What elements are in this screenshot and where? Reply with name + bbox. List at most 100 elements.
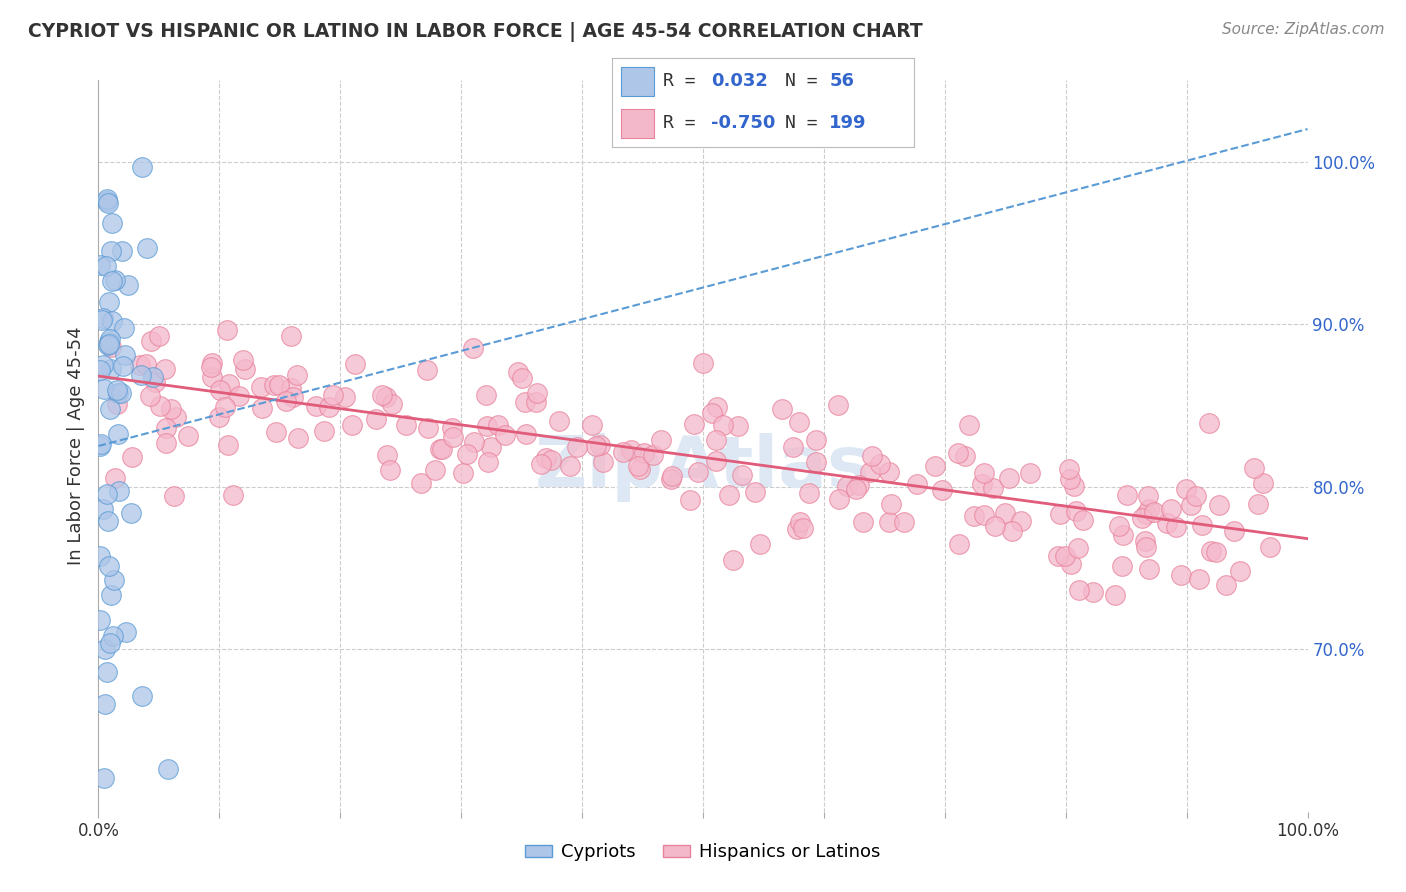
Point bbox=[131, 690, 153, 704]
Text: -0.750: -0.750 bbox=[711, 114, 776, 132]
Point bbox=[200, 359, 222, 374]
Point bbox=[948, 537, 970, 551]
Point bbox=[232, 353, 254, 368]
Point bbox=[893, 516, 915, 530]
Point bbox=[142, 369, 165, 384]
Point bbox=[285, 368, 308, 382]
Point bbox=[371, 388, 394, 402]
Point bbox=[104, 471, 127, 485]
Point bbox=[153, 362, 176, 376]
Point bbox=[97, 514, 120, 528]
Point bbox=[98, 558, 121, 573]
Point bbox=[804, 434, 827, 448]
Point bbox=[375, 448, 398, 462]
Point bbox=[727, 419, 749, 434]
Point bbox=[1215, 578, 1237, 592]
Text: ZipAtlas: ZipAtlas bbox=[536, 434, 870, 502]
Point bbox=[1130, 511, 1153, 525]
Point bbox=[744, 485, 766, 500]
Point bbox=[250, 380, 273, 394]
Point bbox=[91, 358, 114, 372]
Point bbox=[1191, 517, 1213, 532]
Point bbox=[973, 466, 995, 480]
Point bbox=[1049, 507, 1071, 521]
Point bbox=[946, 446, 969, 460]
Point bbox=[100, 362, 122, 376]
Point bbox=[540, 453, 562, 467]
Point bbox=[931, 483, 953, 497]
Point bbox=[845, 482, 868, 496]
Point bbox=[274, 394, 297, 409]
Point bbox=[859, 465, 882, 479]
Point bbox=[143, 376, 166, 390]
Point bbox=[96, 665, 118, 679]
Point bbox=[880, 497, 903, 511]
Point bbox=[585, 439, 607, 453]
Point bbox=[91, 502, 114, 516]
FancyBboxPatch shape bbox=[620, 109, 654, 138]
Point bbox=[322, 388, 344, 402]
Text: R =: R = bbox=[664, 114, 706, 132]
Point bbox=[93, 771, 115, 785]
Point bbox=[789, 415, 811, 429]
Point bbox=[973, 508, 995, 523]
Point bbox=[479, 440, 502, 454]
Point bbox=[827, 398, 849, 412]
Point bbox=[957, 418, 980, 433]
Point bbox=[804, 455, 827, 469]
Point bbox=[207, 409, 229, 424]
Text: N =: N = bbox=[786, 72, 830, 90]
Point bbox=[515, 394, 537, 409]
Point bbox=[305, 400, 328, 414]
Point bbox=[364, 411, 387, 425]
Point bbox=[589, 438, 612, 452]
Point bbox=[924, 458, 946, 473]
Point bbox=[1135, 508, 1157, 522]
Point bbox=[1069, 583, 1091, 598]
Point bbox=[263, 377, 285, 392]
Point bbox=[312, 424, 335, 438]
Point bbox=[515, 427, 537, 442]
Point bbox=[96, 192, 118, 206]
Point bbox=[105, 397, 128, 411]
Point bbox=[117, 277, 139, 292]
Point bbox=[1198, 416, 1220, 430]
Point bbox=[641, 448, 664, 462]
Point bbox=[477, 455, 499, 469]
Point bbox=[222, 488, 245, 502]
Point bbox=[877, 515, 900, 529]
Point bbox=[441, 430, 464, 444]
Point bbox=[1071, 512, 1094, 526]
Point bbox=[165, 410, 187, 425]
Point bbox=[135, 357, 157, 371]
Point bbox=[508, 366, 530, 380]
Point bbox=[155, 436, 177, 450]
Point bbox=[837, 479, 859, 493]
Point bbox=[711, 418, 734, 433]
Point bbox=[156, 762, 179, 776]
Point bbox=[620, 443, 643, 458]
Point bbox=[416, 363, 439, 377]
Point bbox=[103, 573, 125, 587]
Point bbox=[344, 357, 367, 371]
Point bbox=[97, 337, 120, 351]
Point bbox=[706, 400, 728, 414]
Point bbox=[994, 506, 1017, 520]
Point bbox=[416, 421, 439, 435]
Point bbox=[215, 323, 238, 337]
Point bbox=[318, 400, 340, 414]
Point bbox=[1053, 549, 1076, 563]
Point bbox=[1010, 514, 1032, 528]
Point bbox=[953, 449, 976, 463]
Point bbox=[463, 342, 485, 356]
Point bbox=[1111, 559, 1133, 574]
Text: 56: 56 bbox=[830, 72, 855, 90]
Point bbox=[104, 272, 127, 286]
Point bbox=[970, 476, 993, 491]
Point bbox=[1223, 524, 1246, 539]
Point bbox=[177, 429, 200, 443]
Point bbox=[797, 486, 820, 500]
Point bbox=[792, 521, 814, 535]
Point bbox=[101, 274, 124, 288]
Point bbox=[101, 629, 124, 643]
